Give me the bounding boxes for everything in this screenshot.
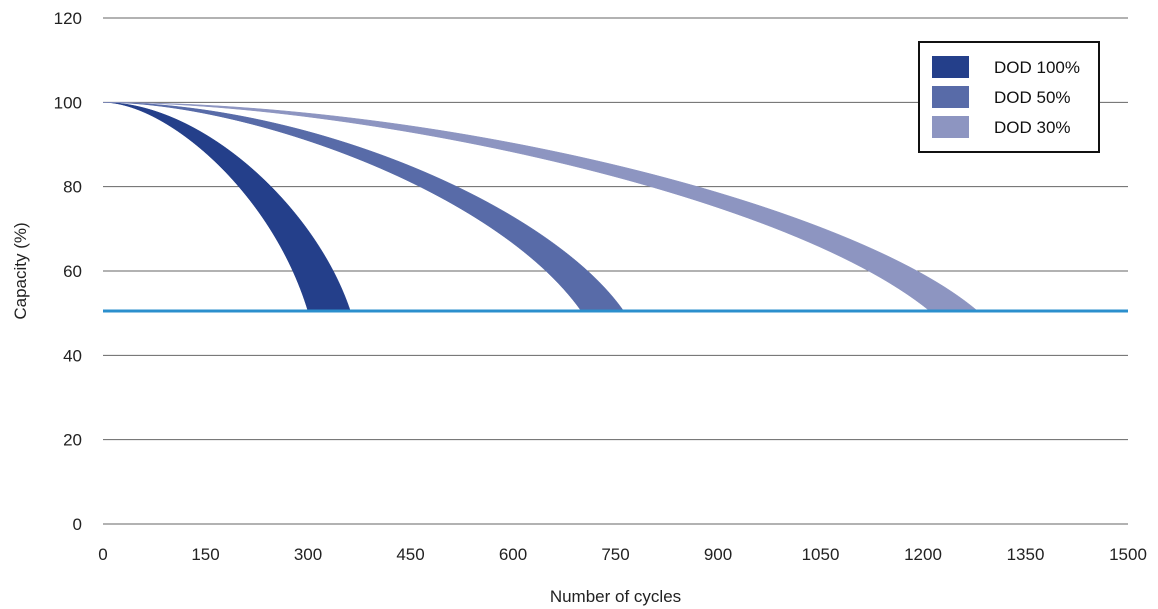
x-tick-label: 1200 bbox=[904, 545, 942, 564]
x-tick-label: 1500 bbox=[1109, 545, 1147, 564]
y-axis-label: Capacity (%) bbox=[11, 222, 30, 319]
y-tick-label: 40 bbox=[63, 346, 82, 365]
x-tick-label: 600 bbox=[499, 545, 527, 564]
x-tick-label: 0 bbox=[98, 545, 107, 564]
x-tick-label: 1050 bbox=[802, 545, 840, 564]
x-tick-label: 300 bbox=[294, 545, 322, 564]
legend: DOD 100% DOD 50% DOD 30% bbox=[918, 41, 1100, 153]
y-tick-label: 60 bbox=[63, 262, 82, 281]
y-tick-label: 120 bbox=[54, 9, 82, 28]
y-tick-label: 100 bbox=[54, 93, 82, 112]
x-tick-label: 1350 bbox=[1007, 545, 1045, 564]
y-tick-label: 0 bbox=[73, 515, 82, 534]
legend-label: DOD 100% bbox=[994, 58, 1080, 77]
y-axis-ticks: 0 20 40 60 80 100 120 bbox=[54, 9, 82, 534]
x-tick-label: 150 bbox=[191, 545, 219, 564]
legend-label: DOD 50% bbox=[994, 88, 1071, 107]
x-axis-ticks: 0 150 300 450 600 750 900 1050 1200 1350 1500 bbox=[98, 545, 1147, 564]
y-tick-label: 20 bbox=[63, 431, 82, 450]
x-axis-label: Number of cycles bbox=[550, 587, 681, 606]
series-band bbox=[102, 102, 979, 312]
y-tick-label: 80 bbox=[63, 178, 82, 197]
x-tick-label: 750 bbox=[601, 545, 629, 564]
legend-label: DOD 30% bbox=[994, 118, 1071, 137]
legend-swatch bbox=[932, 116, 969, 138]
series-bands bbox=[102, 102, 979, 312]
x-tick-label: 900 bbox=[704, 545, 732, 564]
legend-swatch bbox=[932, 86, 969, 108]
grid-lines bbox=[103, 17, 1128, 525]
legend-swatch bbox=[932, 56, 969, 78]
x-tick-label: 450 bbox=[396, 545, 424, 564]
